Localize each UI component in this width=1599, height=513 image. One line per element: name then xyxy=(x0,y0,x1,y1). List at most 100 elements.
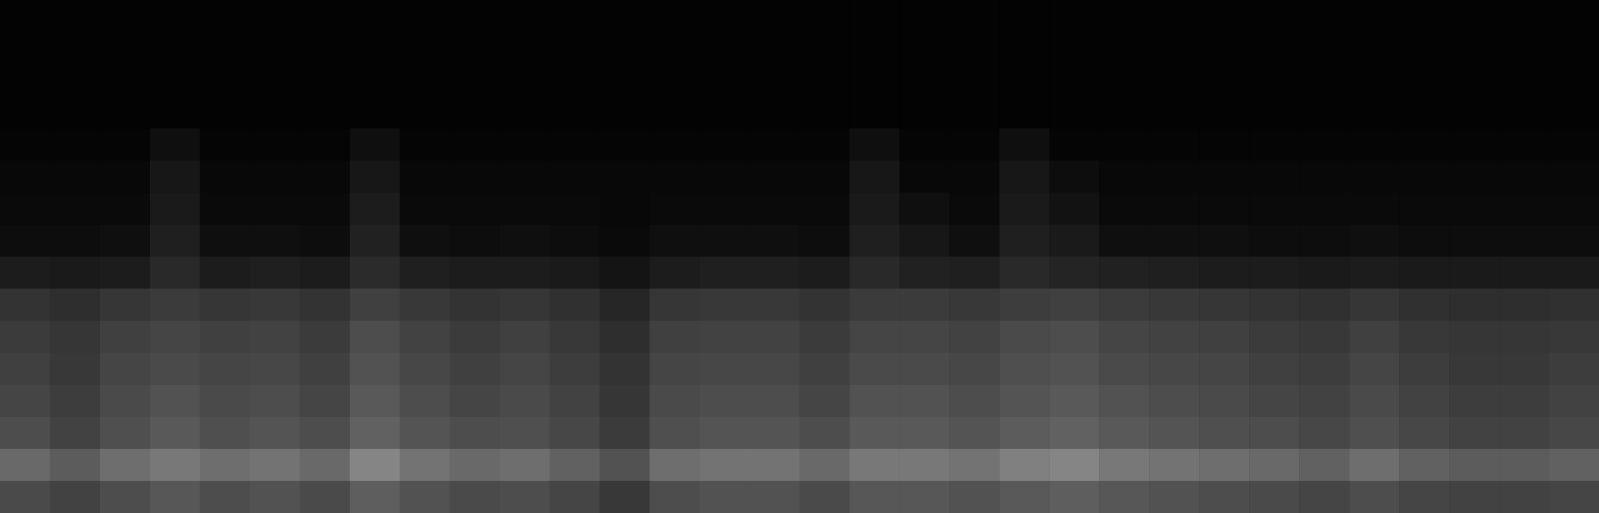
cell xyxy=(450,353,500,386)
cell xyxy=(1499,32,1549,65)
cell xyxy=(1499,417,1549,450)
cell xyxy=(1299,289,1349,322)
cell xyxy=(800,449,850,482)
cell xyxy=(999,321,1049,354)
cell xyxy=(1399,417,1449,450)
cell xyxy=(1399,160,1449,193)
cell xyxy=(350,385,400,418)
cell xyxy=(1249,449,1299,482)
cell xyxy=(650,385,700,418)
cell xyxy=(1349,192,1399,225)
cell xyxy=(1099,160,1149,193)
cell xyxy=(150,96,200,129)
cell xyxy=(1399,224,1449,257)
cell xyxy=(750,417,800,450)
cell xyxy=(650,257,700,290)
cell xyxy=(250,0,300,33)
cell xyxy=(1149,257,1199,290)
cell xyxy=(899,96,949,129)
cell xyxy=(800,257,850,290)
cell xyxy=(450,64,500,97)
cell xyxy=(1149,449,1199,482)
cell xyxy=(650,192,700,225)
cell xyxy=(0,128,50,161)
cell xyxy=(1299,321,1349,354)
cell xyxy=(400,353,450,386)
cell xyxy=(1049,64,1099,97)
cell xyxy=(400,160,450,193)
cell xyxy=(849,385,899,418)
cell xyxy=(849,449,899,482)
cell xyxy=(899,353,949,386)
cell xyxy=(0,32,50,65)
cell xyxy=(50,385,100,418)
cell xyxy=(949,417,999,450)
cell xyxy=(1299,0,1349,33)
cell xyxy=(1349,321,1399,354)
cell xyxy=(1149,192,1199,225)
cell xyxy=(100,289,150,322)
cell xyxy=(650,481,700,513)
cell xyxy=(750,64,800,97)
cell xyxy=(1499,385,1549,418)
cell xyxy=(100,257,150,290)
cell xyxy=(1349,0,1399,33)
cell xyxy=(800,192,850,225)
cell xyxy=(0,417,50,450)
cell xyxy=(849,128,899,161)
cells xyxy=(0,0,1599,513)
cell xyxy=(50,353,100,386)
cell xyxy=(250,192,300,225)
cell xyxy=(0,385,50,418)
cell xyxy=(849,353,899,386)
cell xyxy=(1049,0,1099,33)
cell xyxy=(849,192,899,225)
cell xyxy=(1499,160,1549,193)
cell xyxy=(1549,128,1599,161)
cell xyxy=(300,224,350,257)
cell xyxy=(1249,32,1299,65)
cell xyxy=(1499,257,1549,290)
cell xyxy=(450,192,500,225)
cell xyxy=(899,321,949,354)
cell xyxy=(200,224,250,257)
cell xyxy=(949,321,999,354)
cell xyxy=(350,96,400,129)
cell xyxy=(0,289,50,322)
cell xyxy=(1099,449,1149,482)
cell xyxy=(200,128,250,161)
cell xyxy=(100,321,150,354)
cell xyxy=(550,417,600,450)
cell xyxy=(750,128,800,161)
cell xyxy=(500,32,550,65)
cell xyxy=(500,289,550,322)
cell xyxy=(700,257,750,290)
cell xyxy=(1149,481,1199,513)
cell xyxy=(700,385,750,418)
cell xyxy=(150,160,200,193)
cell xyxy=(750,224,800,257)
cell xyxy=(849,257,899,290)
cell xyxy=(1199,128,1249,161)
cell xyxy=(999,417,1049,450)
cell xyxy=(350,321,400,354)
cell xyxy=(650,417,700,450)
cell xyxy=(1349,481,1399,513)
cell xyxy=(1049,96,1099,129)
cell xyxy=(849,289,899,322)
cell xyxy=(949,449,999,482)
cell xyxy=(1299,417,1349,450)
cell xyxy=(899,449,949,482)
cell xyxy=(1149,0,1199,33)
cell xyxy=(849,160,899,193)
cell xyxy=(849,0,899,33)
cell xyxy=(899,0,949,33)
cell xyxy=(1099,96,1149,129)
cell xyxy=(1399,192,1449,225)
cell xyxy=(1349,128,1399,161)
cell xyxy=(1149,224,1199,257)
cell xyxy=(1449,353,1499,386)
cell xyxy=(1249,353,1299,386)
cell xyxy=(1549,289,1599,322)
cell xyxy=(550,385,600,418)
